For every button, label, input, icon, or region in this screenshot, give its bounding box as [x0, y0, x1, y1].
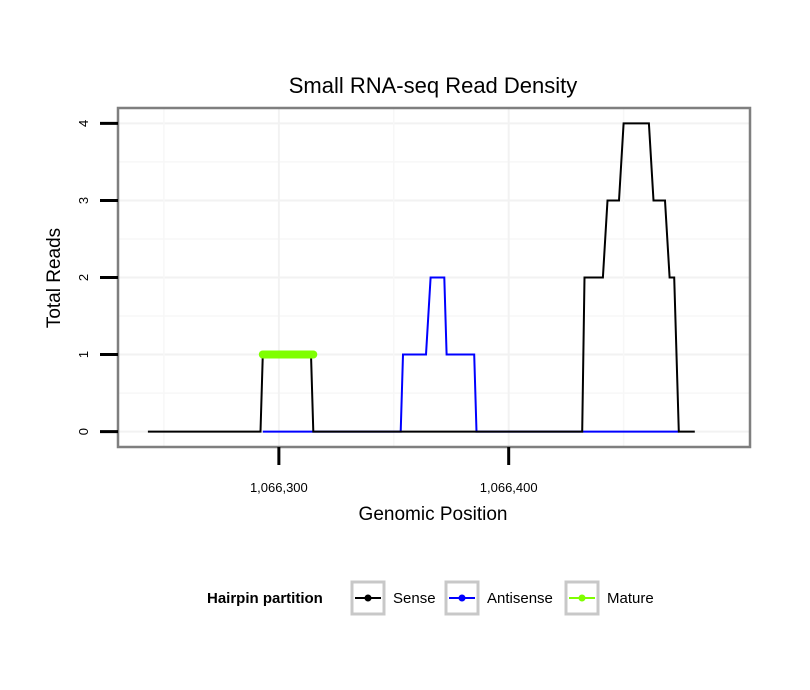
x-tick-label: 1,066,300	[250, 480, 308, 495]
y-tick-label: 4	[76, 120, 91, 127]
legend-title: Hairpin partition	[207, 590, 323, 607]
legend-label-antisense: Antisense	[487, 590, 553, 607]
y-axis-title: Total Reads	[44, 228, 65, 328]
y-tick-label: 3	[76, 197, 91, 204]
legend-key-dot	[364, 594, 372, 602]
grid-lines	[118, 108, 750, 447]
x-axis: 1,066,300 1,066,400	[250, 447, 538, 495]
y-axis: 0 1 2 3 4	[76, 120, 118, 435]
y-tick-label: 2	[76, 274, 91, 281]
x-tick-label: 1,066,400	[480, 480, 538, 495]
legend-key-dot	[458, 594, 466, 602]
x-axis-title: Genomic Position	[359, 504, 508, 525]
chart-title: Small RNA-seq Read Density	[289, 73, 578, 98]
y-tick-label: 1	[76, 351, 91, 358]
series-layer	[147, 122, 695, 433]
legend-label-sense: Sense	[393, 590, 436, 607]
y-tick-label: 0	[76, 428, 91, 435]
legend: Hairpin partition Sense Antisense Mature	[207, 580, 654, 616]
legend-key-dot	[578, 594, 586, 602]
legend-label-mature: Mature	[607, 590, 654, 607]
series-line-sense	[147, 122, 695, 433]
